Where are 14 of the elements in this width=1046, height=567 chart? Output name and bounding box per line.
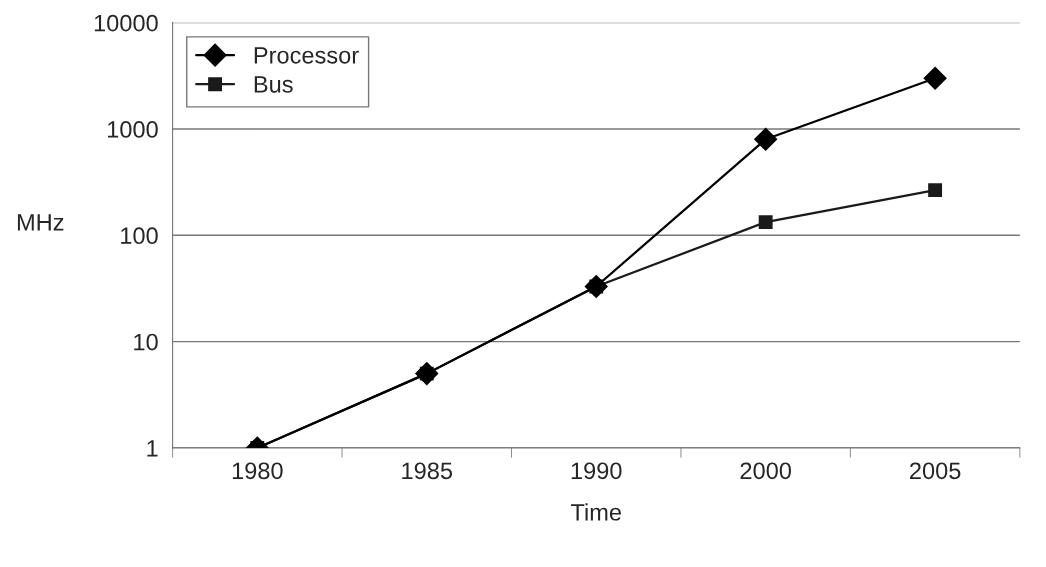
y-tick-label: 10000 (94, 14, 158, 32)
x-tick-label: 1985 (402, 462, 453, 480)
y-tick-label: 1 (147, 440, 158, 457)
legend-label: Bus (254, 76, 293, 93)
y-axis-title: MHz (17, 214, 64, 231)
x-axis-title: Time (570, 503, 621, 521)
y-tick-label: 10 (134, 333, 158, 351)
y-tick-label: 1000 (107, 121, 158, 138)
x-tick-label: 1980 (232, 462, 283, 480)
legend-label: Processor (254, 47, 359, 64)
x-tick-label: 2005 (910, 462, 961, 480)
x-tick-label: 2000 (740, 462, 792, 480)
x-tick-label: 1990 (571, 462, 622, 480)
y-tick-label: 100 (121, 227, 158, 245)
